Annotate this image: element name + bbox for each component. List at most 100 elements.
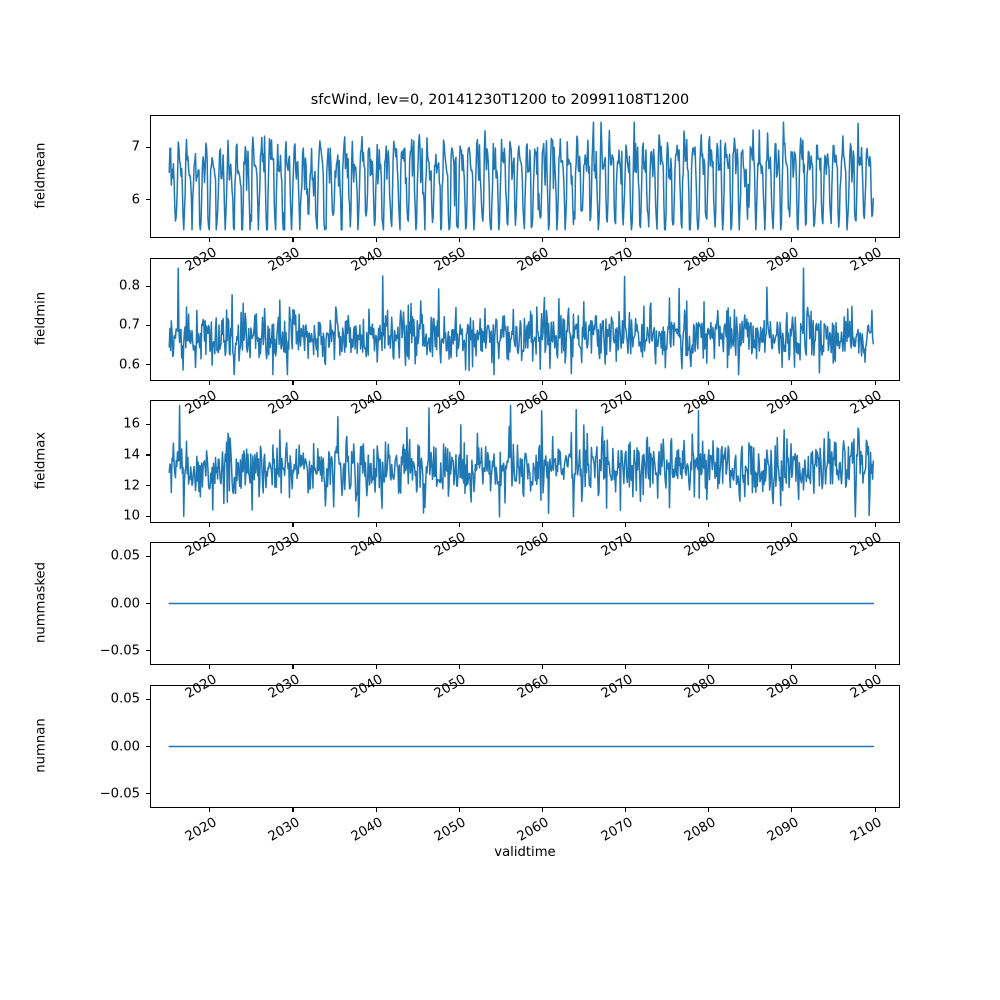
plot-panel-nummasked bbox=[150, 542, 900, 665]
y-tick-mark-numnan-1 bbox=[146, 745, 150, 748]
y-tick-label-fieldmin-2: 0.8 bbox=[119, 278, 140, 294]
x-tick-mark-fieldmin-3 bbox=[458, 381, 460, 385]
x-tick-mark-fieldmean-4 bbox=[541, 238, 543, 242]
x-tick-mark-nummasked-5 bbox=[625, 665, 627, 669]
y-axis-label-fieldmin: fieldmin bbox=[33, 291, 49, 345]
x-tick-mark-fieldmean-5 bbox=[625, 238, 627, 242]
y-tick-label-fieldmean-1: 7 bbox=[131, 139, 140, 155]
x-tick-mark-fieldmin-2 bbox=[375, 381, 377, 385]
y-tick-label-numnan-2: 0.05 bbox=[110, 691, 140, 707]
x-tick-mark-fieldmean-2 bbox=[375, 238, 377, 242]
y-tick-mark-fieldmax-1 bbox=[146, 485, 150, 487]
y-tick-mark-fieldmin-1 bbox=[146, 324, 150, 326]
x-tick-mark-fieldmin-4 bbox=[541, 381, 543, 385]
plot-panel-fieldmin bbox=[150, 258, 900, 381]
y-tick-mark-fieldmean-1 bbox=[146, 146, 150, 148]
y-tick-label-nummasked-2: 0.05 bbox=[110, 548, 140, 564]
y-axis-label-numnan: numnan bbox=[33, 717, 49, 773]
y-tick-mark-fieldmax-3 bbox=[146, 423, 150, 425]
y-tick-label-fieldmax-1: 12 bbox=[123, 478, 140, 494]
y-tick-mark-fieldmin-0 bbox=[146, 363, 150, 366]
y-tick-mark-fieldmax-2 bbox=[146, 454, 150, 456]
x-tick-mark-numnan-3 bbox=[458, 808, 460, 812]
y-tick-label-fieldmax-3: 16 bbox=[123, 416, 140, 432]
series-canvas-fieldmean bbox=[168, 121, 875, 231]
plot-area-fieldmin bbox=[151, 259, 899, 380]
y-tick-mark-nummasked-0 bbox=[146, 650, 150, 652]
x-tick-mark-numnan-5 bbox=[625, 808, 627, 812]
x-tick-mark-fieldmean-3 bbox=[458, 238, 460, 242]
y-tick-mark-fieldmax-0 bbox=[146, 515, 150, 517]
x-tick-mark-fieldmin-5 bbox=[625, 381, 627, 385]
x-tick-mark-fieldmax-8 bbox=[874, 523, 876, 527]
x-tick-mark-fieldmax-3 bbox=[458, 523, 460, 527]
x-tick-mark-numnan-2 bbox=[375, 808, 377, 812]
plot-panel-fieldmean bbox=[150, 115, 900, 238]
plot-panel-fieldmax bbox=[150, 400, 900, 523]
x-tick-mark-numnan-6 bbox=[708, 808, 710, 812]
series-canvas-fieldmin bbox=[168, 267, 875, 376]
x-tick-mark-fieldmin-0 bbox=[209, 381, 211, 385]
y-tick-label-fieldmax-0: 10 bbox=[123, 508, 140, 524]
series-canvas-nummasked bbox=[168, 602, 875, 605]
y-tick-mark-fieldmean-0 bbox=[146, 199, 150, 201]
x-tick-mark-fieldmean-6 bbox=[708, 238, 710, 242]
x-tick-mark-numnan-0 bbox=[209, 808, 211, 812]
plot-area-numnan bbox=[151, 686, 899, 807]
x-tick-mark-fieldmean-1 bbox=[292, 238, 294, 242]
x-tick-mark-numnan-7 bbox=[791, 808, 793, 812]
y-tick-label-nummasked-1: 0.00 bbox=[110, 596, 140, 611]
x-tick-mark-fieldmean-8 bbox=[874, 238, 876, 242]
series-line-fieldmin bbox=[168, 267, 875, 376]
x-tick-mark-fieldmax-4 bbox=[541, 523, 543, 527]
x-tick-mark-fieldmin-1 bbox=[292, 381, 294, 385]
y-tick-label-numnan-0: −0.05 bbox=[99, 786, 140, 802]
y-tick-label-nummasked-0: −0.05 bbox=[99, 643, 140, 659]
series-line-fieldmean bbox=[168, 121, 875, 231]
x-tick-mark-nummasked-6 bbox=[708, 665, 710, 669]
x-tick-mark-fieldmax-2 bbox=[375, 523, 377, 527]
y-tick-mark-nummasked-2 bbox=[146, 555, 150, 557]
series-canvas-numnan bbox=[168, 745, 875, 748]
x-tick-mark-fieldmin-7 bbox=[791, 381, 793, 385]
x-tick-mark-nummasked-0 bbox=[209, 665, 211, 669]
plot-panel-numnan bbox=[150, 685, 900, 808]
y-axis-label-nummasked: nummasked bbox=[33, 561, 49, 643]
y-tick-mark-nummasked-1 bbox=[146, 602, 150, 605]
x-tick-mark-fieldmin-6 bbox=[708, 381, 710, 385]
x-tick-mark-fieldmean-0 bbox=[209, 238, 211, 242]
x-tick-mark-nummasked-4 bbox=[541, 665, 543, 669]
y-tick-label-fieldmax-2: 14 bbox=[123, 447, 140, 463]
y-tick-mark-fieldmin-2 bbox=[146, 285, 150, 287]
y-axis-label-fieldmax: fieldmax bbox=[33, 431, 49, 489]
x-tick-mark-numnan-4 bbox=[541, 808, 543, 812]
x-tick-mark-fieldmean-7 bbox=[791, 238, 793, 242]
plot-area-fieldmax bbox=[151, 401, 899, 522]
y-tick-label-fieldmean-0: 6 bbox=[131, 192, 140, 208]
x-tick-mark-fieldmax-6 bbox=[708, 523, 710, 527]
x-tick-mark-fieldmax-0 bbox=[209, 523, 211, 527]
x-tick-mark-fieldmax-5 bbox=[625, 523, 627, 527]
y-tick-mark-numnan-0 bbox=[146, 793, 150, 795]
series-line-fieldmax bbox=[168, 404, 875, 518]
plot-area-nummasked bbox=[151, 543, 899, 664]
x-tick-mark-nummasked-8 bbox=[874, 665, 876, 669]
x-tick-mark-nummasked-1 bbox=[292, 665, 294, 669]
x-tick-mark-numnan-1 bbox=[292, 808, 294, 812]
x-axis-label: validtime bbox=[494, 845, 556, 860]
x-tick-mark-fieldmin-8 bbox=[874, 381, 876, 385]
series-canvas-fieldmax bbox=[168, 404, 875, 518]
x-tick-mark-fieldmax-7 bbox=[791, 523, 793, 527]
x-tick-mark-numnan-8 bbox=[874, 808, 876, 812]
x-tick-mark-nummasked-2 bbox=[375, 665, 377, 669]
y-axis-label-fieldmean: fieldmean bbox=[33, 142, 49, 208]
figure-title: sfcWind, lev=0, 20141230T1200 to 2099110… bbox=[310, 92, 690, 108]
y-tick-label-fieldmin-1: 0.7 bbox=[119, 317, 140, 333]
y-tick-mark-numnan-2 bbox=[146, 698, 150, 700]
x-tick-mark-nummasked-3 bbox=[458, 665, 460, 669]
x-tick-mark-fieldmax-1 bbox=[292, 523, 294, 527]
plot-area-fieldmean bbox=[151, 116, 899, 237]
y-tick-label-fieldmin-0: 0.6 bbox=[119, 357, 140, 373]
y-tick-label-numnan-1: 0.00 bbox=[110, 739, 140, 754]
